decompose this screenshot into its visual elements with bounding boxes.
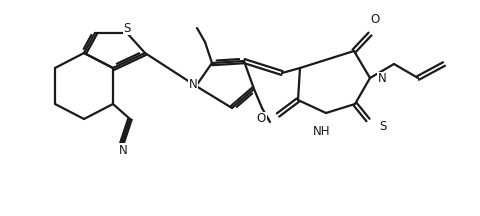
Text: O: O	[257, 113, 266, 125]
Text: S: S	[379, 119, 386, 132]
Text: N: N	[378, 73, 387, 86]
Text: N: N	[189, 78, 197, 92]
Text: NH: NH	[313, 125, 331, 138]
Text: N: N	[119, 143, 127, 157]
Text: S: S	[123, 22, 131, 35]
Text: O: O	[371, 13, 380, 26]
